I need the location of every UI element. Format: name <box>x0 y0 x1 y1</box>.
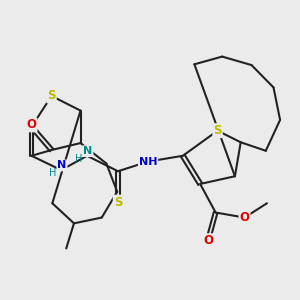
Text: S: S <box>213 124 222 137</box>
Text: O: O <box>203 234 213 247</box>
Text: O: O <box>26 118 37 131</box>
Text: NH: NH <box>139 157 157 166</box>
Text: S: S <box>114 196 122 208</box>
Text: H: H <box>75 154 82 164</box>
Text: N: N <box>57 160 67 170</box>
Text: N: N <box>83 146 92 156</box>
Text: O: O <box>240 211 250 224</box>
Text: S: S <box>47 89 56 103</box>
Text: H: H <box>49 168 56 178</box>
